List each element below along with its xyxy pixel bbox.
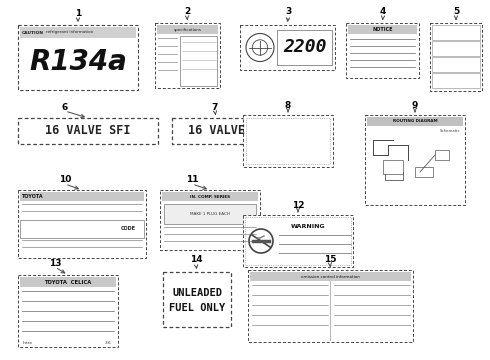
Circle shape [249, 229, 273, 253]
Text: 13: 13 [49, 258, 61, 267]
Text: 15: 15 [324, 256, 336, 265]
Text: 1: 1 [75, 9, 81, 18]
Text: 16 VALVE: 16 VALVE [188, 125, 245, 138]
Text: 10: 10 [59, 175, 71, 184]
Bar [240, 25, 335, 70]
Bar [367, 117, 463, 126]
Bar [157, 25, 218, 34]
Text: 3: 3 [285, 8, 291, 17]
Text: specifications: specifications [173, 27, 201, 31]
Text: 3.6: 3.6 [105, 341, 112, 345]
Bar [163, 272, 231, 327]
Text: MAKE 1 PLUG EACH: MAKE 1 PLUG EACH [190, 212, 230, 216]
Bar [20, 192, 144, 201]
Bar [18, 275, 118, 347]
Bar [162, 192, 258, 201]
Text: TOYOTA  CELICA: TOYOTA CELICA [44, 279, 92, 284]
Text: NOTICE: NOTICE [372, 27, 393, 32]
Text: 8: 8 [285, 100, 291, 109]
Text: 5: 5 [453, 8, 459, 17]
Bar [20, 27, 136, 38]
Bar [250, 272, 411, 281]
Bar [243, 215, 353, 267]
Text: 4: 4 [380, 8, 386, 17]
Bar [160, 190, 260, 250]
Bar [383, 160, 403, 174]
Text: FUEL ONLY: FUEL ONLY [169, 303, 225, 313]
Bar [243, 115, 333, 167]
Bar [20, 220, 144, 238]
Circle shape [246, 33, 274, 62]
Bar [245, 217, 351, 265]
Text: 16 VALVE SFI: 16 VALVE SFI [45, 125, 131, 138]
Bar [415, 167, 433, 177]
Text: 14: 14 [190, 256, 202, 265]
Bar [277, 30, 332, 65]
Bar [432, 57, 480, 72]
Text: CODE: CODE [121, 226, 136, 231]
Bar [432, 25, 480, 40]
Text: ROUTING DIAGRAM: ROUTING DIAGRAM [392, 120, 437, 123]
Bar [164, 204, 256, 224]
Text: CAUTION: CAUTION [22, 31, 44, 35]
Bar [430, 23, 482, 91]
Bar [20, 277, 116, 287]
Text: 12: 12 [292, 201, 304, 210]
Text: 11: 11 [186, 175, 198, 184]
Text: 2: 2 [184, 8, 190, 17]
Bar [365, 115, 465, 205]
Text: IN. COMP. SERIES: IN. COMP. SERIES [190, 194, 230, 198]
Bar [18, 25, 138, 90]
Text: 2200: 2200 [283, 39, 326, 57]
Text: Schematic: Schematic [440, 129, 460, 133]
Bar [346, 23, 419, 78]
Bar [348, 25, 417, 34]
Bar [248, 270, 413, 342]
Text: TOYOTA: TOYOTA [22, 194, 44, 199]
Bar [155, 23, 220, 88]
Bar [172, 118, 260, 144]
Bar [432, 41, 480, 56]
Text: 9: 9 [412, 100, 418, 109]
Text: UNLEADED: UNLEADED [172, 288, 222, 298]
Text: R134a: R134a [29, 49, 127, 77]
Text: emission control information: emission control information [301, 274, 360, 279]
Bar [18, 118, 158, 144]
Text: Intre: Intre [23, 341, 33, 345]
Text: WARNING: WARNING [291, 225, 326, 230]
Bar [180, 36, 217, 86]
Text: refrigerant information: refrigerant information [46, 31, 93, 35]
Bar [432, 73, 480, 88]
Bar [18, 190, 146, 258]
Text: 6: 6 [62, 103, 68, 112]
Text: 7: 7 [212, 103, 218, 112]
Bar [246, 118, 330, 164]
Bar [435, 150, 449, 160]
